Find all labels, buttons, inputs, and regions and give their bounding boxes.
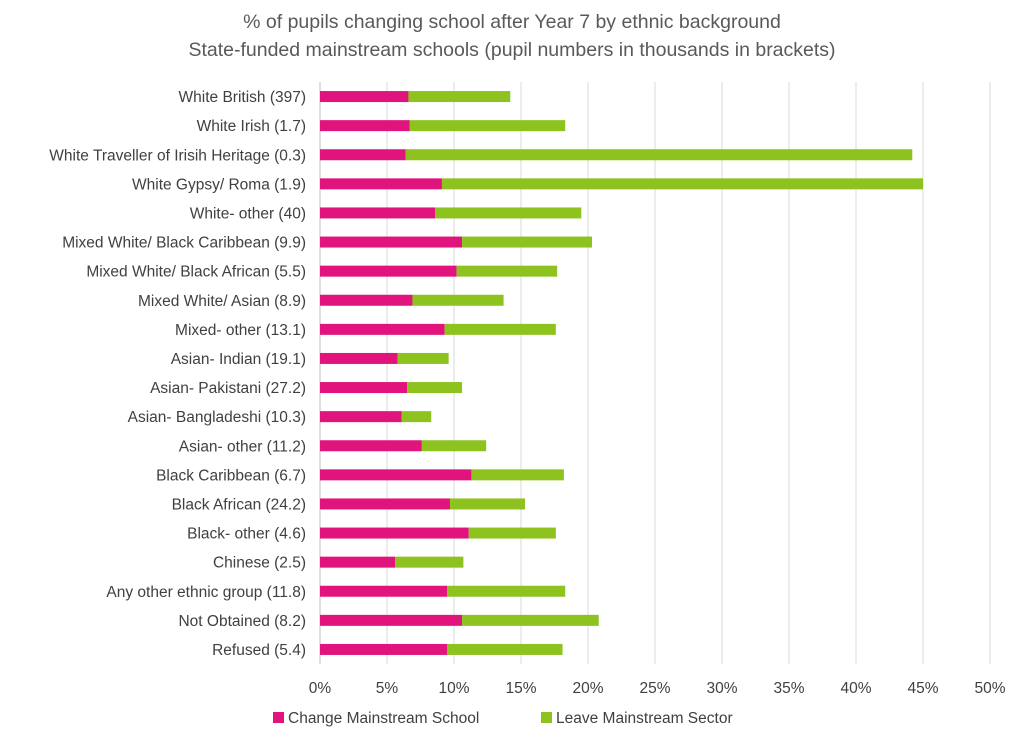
bar-leave-sector [397, 352, 449, 364]
bar-leave-sector [468, 527, 556, 539]
category-label: Black Caribbean (6.7) [156, 467, 306, 484]
bar-leave-sector [409, 120, 566, 132]
bar-leave-sector [407, 382, 463, 394]
category-label: Refused (5.4) [212, 642, 306, 659]
bar-change-school [320, 585, 448, 597]
bar-leave-sector [462, 614, 599, 626]
bar-leave-sector [421, 440, 487, 452]
bars [320, 91, 923, 655]
category-label: Not Obtained (8.2) [178, 613, 306, 630]
category-label: Mixed White/ Black African (5.5) [86, 264, 306, 281]
legend-label-change: Change Mainstream School [288, 710, 479, 727]
bar-leave-sector [401, 411, 432, 423]
bar-change-school [320, 207, 436, 219]
bar-leave-sector [471, 469, 564, 481]
category-label: Mixed White/ Black Caribbean (9.9) [62, 235, 306, 252]
bar-change-school [320, 440, 422, 452]
category-label: Chinese (2.5) [213, 555, 306, 572]
category-label: Asian- Indian (19.1) [171, 351, 306, 368]
category-label: Asian- Pakistani (27.2) [150, 380, 306, 397]
legend-swatch-leave [541, 712, 552, 723]
bar-leave-sector [395, 556, 464, 568]
x-tick-label: 25% [639, 680, 670, 697]
bar-change-school [320, 614, 463, 626]
bar-leave-sector [444, 323, 556, 335]
x-tick-label: 0% [309, 680, 332, 697]
bar-change-school [320, 294, 413, 306]
x-tick-label: 45% [907, 680, 938, 697]
x-tick-label: 50% [974, 680, 1005, 697]
bar-leave-sector [405, 149, 913, 161]
bar-change-school [320, 120, 410, 132]
chart-title: % of pupils changing school after Year 7… [243, 11, 781, 33]
bar-leave-sector [412, 294, 504, 306]
category-label: Asian- Bangladeshi (10.3) [128, 409, 306, 426]
x-tick-label: 10% [438, 680, 469, 697]
category-label: Any other ethnic group (11.8) [106, 584, 306, 601]
bar-change-school [320, 149, 406, 161]
bar-change-school [320, 469, 472, 481]
category-label: Asian- other (11.2) [179, 438, 306, 455]
bar-leave-sector [456, 265, 558, 277]
bar-leave-sector [435, 207, 582, 219]
bar-leave-sector [447, 643, 563, 655]
x-tick-label: 15% [505, 680, 536, 697]
category-label: Black African (24.2) [172, 496, 306, 513]
bar-change-school [320, 527, 469, 539]
bar-change-school [320, 643, 448, 655]
bar-change-school [320, 178, 442, 190]
legend: Change Mainstream School Leave Mainstrea… [273, 710, 733, 727]
bar-change-school [320, 236, 463, 248]
category-label: White British (397) [179, 89, 306, 106]
category-label: Mixed- other (13.1) [175, 322, 306, 339]
bar-leave-sector [462, 236, 593, 248]
bar-leave-sector [447, 585, 566, 597]
category-label: White Traveller of Irisih Heritage (0.3) [49, 147, 306, 164]
bar-change-school [320, 556, 396, 568]
bar-change-school [320, 91, 409, 103]
chart-subtitle: State-funded mainstream schools (pupil n… [188, 39, 835, 61]
category-label: White Gypsy/ Roma (1.9) [132, 176, 306, 193]
legend-label-leave: Leave Mainstream Sector [556, 710, 733, 727]
bar-change-school [320, 265, 457, 277]
legend-swatch-change [273, 712, 284, 723]
x-tick-label: 5% [376, 680, 399, 697]
bar-change-school [320, 411, 402, 423]
x-tick-label: 35% [773, 680, 804, 697]
bar-leave-sector [408, 91, 511, 103]
bar-change-school [320, 498, 450, 510]
x-axis-ticks: 0% 5% 10% 15% 20% 25% 30% 35% 40% 45% 50% [309, 680, 1006, 697]
category-label: White Irish (1.7) [197, 118, 306, 135]
x-tick-label: 30% [706, 680, 737, 697]
bar-change-school [320, 323, 445, 335]
bar-change-school [320, 382, 408, 394]
category-labels: White British (397) White Irish (1.7) Whit… [49, 89, 306, 659]
category-label: Mixed White/ Asian (8.9) [138, 293, 306, 310]
bar-leave-sector [449, 498, 526, 510]
category-label: White- other (40) [190, 205, 306, 222]
bar-change-school [320, 352, 398, 364]
gridlines [319, 82, 991, 664]
bar-leave-sector [441, 178, 923, 190]
category-label: Black- other (4.6) [187, 526, 306, 543]
x-tick-label: 40% [840, 680, 871, 697]
x-tick-label: 20% [572, 680, 603, 697]
